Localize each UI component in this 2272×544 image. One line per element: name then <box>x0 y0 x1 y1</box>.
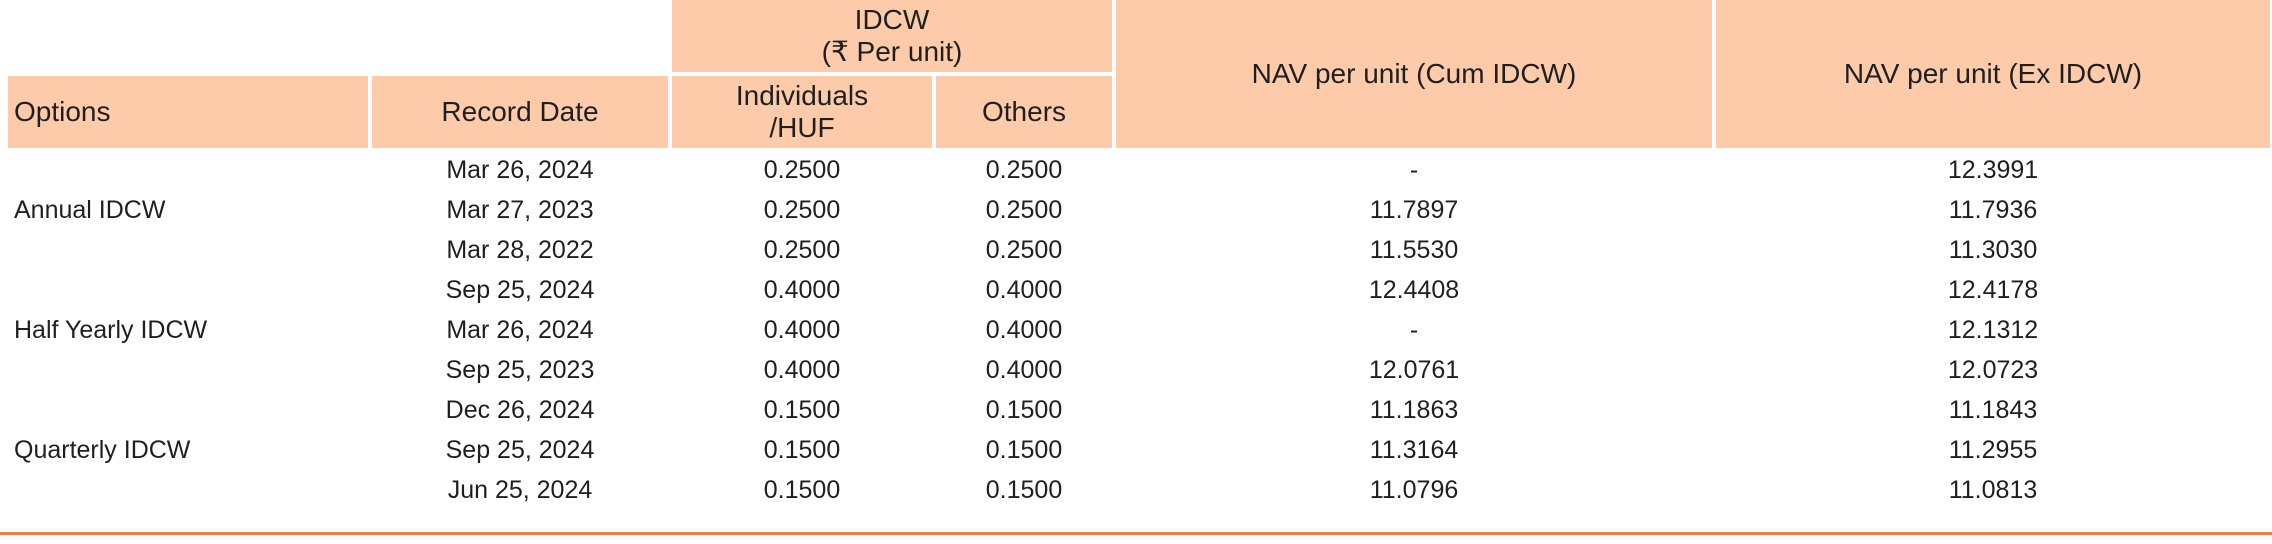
record-date-cell: Mar 26, 2024 <box>446 315 594 344</box>
table-row: Sep 25, 2024 0.1500 0.1500 11.3164 11.29… <box>8 432 2270 468</box>
nav-cum-cell: 11.3164 <box>1369 435 1459 464</box>
nav-ex-cell: 11.1843 <box>1948 395 2038 424</box>
record-date-header: Record Date <box>372 76 668 148</box>
table-row: Jun 25, 2024 0.1500 0.1500 11.0796 11.08… <box>8 472 2270 508</box>
others-cell: 0.2500 <box>985 235 1063 264</box>
nav-cum-cell: 11.7897 <box>1369 195 1459 224</box>
nav-ex-cell: 11.7936 <box>1948 195 2038 224</box>
table-row: Sep 25, 2023 0.4000 0.4000 12.0761 12.07… <box>8 352 2270 388</box>
individuals-header-line2: /HUF <box>769 112 835 143</box>
nav-cum-cell: 12.4408 <box>1368 275 1460 304</box>
nav-ex-cell: 11.0813 <box>1948 475 2038 504</box>
nav-cum-cell: 12.0761 <box>1368 355 1460 384</box>
individuals-header-line1: Individuals <box>735 80 869 111</box>
record-date-cell: Mar 27, 2023 <box>446 195 594 224</box>
record-date-cell: Sep 25, 2023 <box>445 355 595 384</box>
table-row: Half Yearly IDCW Sep 25, 2024 0.4000 0.4… <box>8 272 2270 344</box>
record-date-cell: Jun 25, 2024 <box>447 475 593 504</box>
option-name: Annual IDCW <box>14 195 166 224</box>
nav-cum-cell: 11.1863 <box>1369 395 1459 424</box>
individuals-cell: 0.4000 <box>763 355 841 384</box>
table-row: Mar 28, 2022 0.2500 0.2500 11.5530 11.30… <box>8 232 2270 268</box>
nav-cum-cell: - <box>1409 315 1419 344</box>
others-cell: 0.2500 <box>985 195 1063 224</box>
nav-ex-cell: 12.0723 <box>1947 355 2039 384</box>
bottom-rule-divider <box>0 532 2272 535</box>
individuals-cell: 0.4000 <box>763 315 841 344</box>
idcw-history-table: IDCW (₹ Per unit) NAV per unit (Cum IDCW… <box>4 0 2272 512</box>
nav-cum-header: NAV per unit (Cum IDCW) <box>1116 0 1712 148</box>
others-header: Others <box>936 76 1112 148</box>
others-cell: 0.4000 <box>985 355 1063 384</box>
table-row: Quarterly IDCW Dec 26, 2024 0.1500 0.150… <box>8 392 2270 464</box>
idcw-group-subtitle: (₹ Per unit) <box>821 36 963 67</box>
others-cell: 0.1500 <box>985 475 1063 504</box>
nav-ex-cell: 12.1312 <box>1947 315 2039 344</box>
header-spacer <box>372 0 668 72</box>
nav-cum-cell: 11.5530 <box>1369 235 1459 264</box>
idcw-group-header: IDCW (₹ Per unit) <box>672 0 1112 72</box>
nav-ex-cell: 11.2955 <box>1948 435 2038 464</box>
individuals-cell: 0.2500 <box>763 155 841 184</box>
individuals-cell: 0.1500 <box>763 435 841 464</box>
idcw-group-title: IDCW <box>854 4 930 35</box>
table-row: Mar 27, 2023 0.2500 0.2500 11.7897 11.79… <box>8 192 2270 228</box>
option-name: Half Yearly IDCW <box>14 315 208 344</box>
others-cell: 0.1500 <box>985 435 1063 464</box>
record-date-cell: Mar 26, 2024 <box>446 155 594 184</box>
nav-cum-cell: - <box>1409 155 1419 184</box>
nav-ex-cell: 12.4178 <box>1947 275 2039 304</box>
individuals-cell: 0.4000 <box>763 275 841 304</box>
individuals-cell: 0.2500 <box>763 195 841 224</box>
table-row: Annual IDCW Mar 26, 2024 0.2500 0.2500 -… <box>8 152 2270 224</box>
table-row: Mar 26, 2024 0.4000 0.4000 - 12.1312 <box>8 312 2270 348</box>
option-name: Quarterly IDCW <box>14 435 191 464</box>
others-cell: 0.4000 <box>985 275 1063 304</box>
nav-ex-cell: 11.3030 <box>1948 235 2038 264</box>
nav-ex-header: NAV per unit (Ex IDCW) <box>1716 0 2270 148</box>
others-cell: 0.4000 <box>985 315 1063 344</box>
individuals-header: Individuals /HUF <box>672 76 932 148</box>
nav-ex-cell: 12.3991 <box>1947 155 2039 184</box>
others-cell: 0.2500 <box>985 155 1063 184</box>
options-header: Options <box>8 76 368 148</box>
others-cell: 0.1500 <box>985 395 1063 424</box>
record-date-cell: Sep 25, 2024 <box>445 435 595 464</box>
individuals-cell: 0.1500 <box>763 475 841 504</box>
individuals-cell: 0.2500 <box>763 235 841 264</box>
record-date-cell: Sep 25, 2024 <box>445 275 595 304</box>
idcw-table-container: IDCW (₹ Per unit) NAV per unit (Cum IDCW… <box>8 0 2270 512</box>
nav-cum-cell: 11.0796 <box>1369 475 1459 504</box>
individuals-cell: 0.1500 <box>763 395 841 424</box>
record-date-cell: Dec 26, 2024 <box>445 395 595 424</box>
header-spacer <box>8 0 368 72</box>
record-date-cell: Mar 28, 2022 <box>446 235 594 264</box>
